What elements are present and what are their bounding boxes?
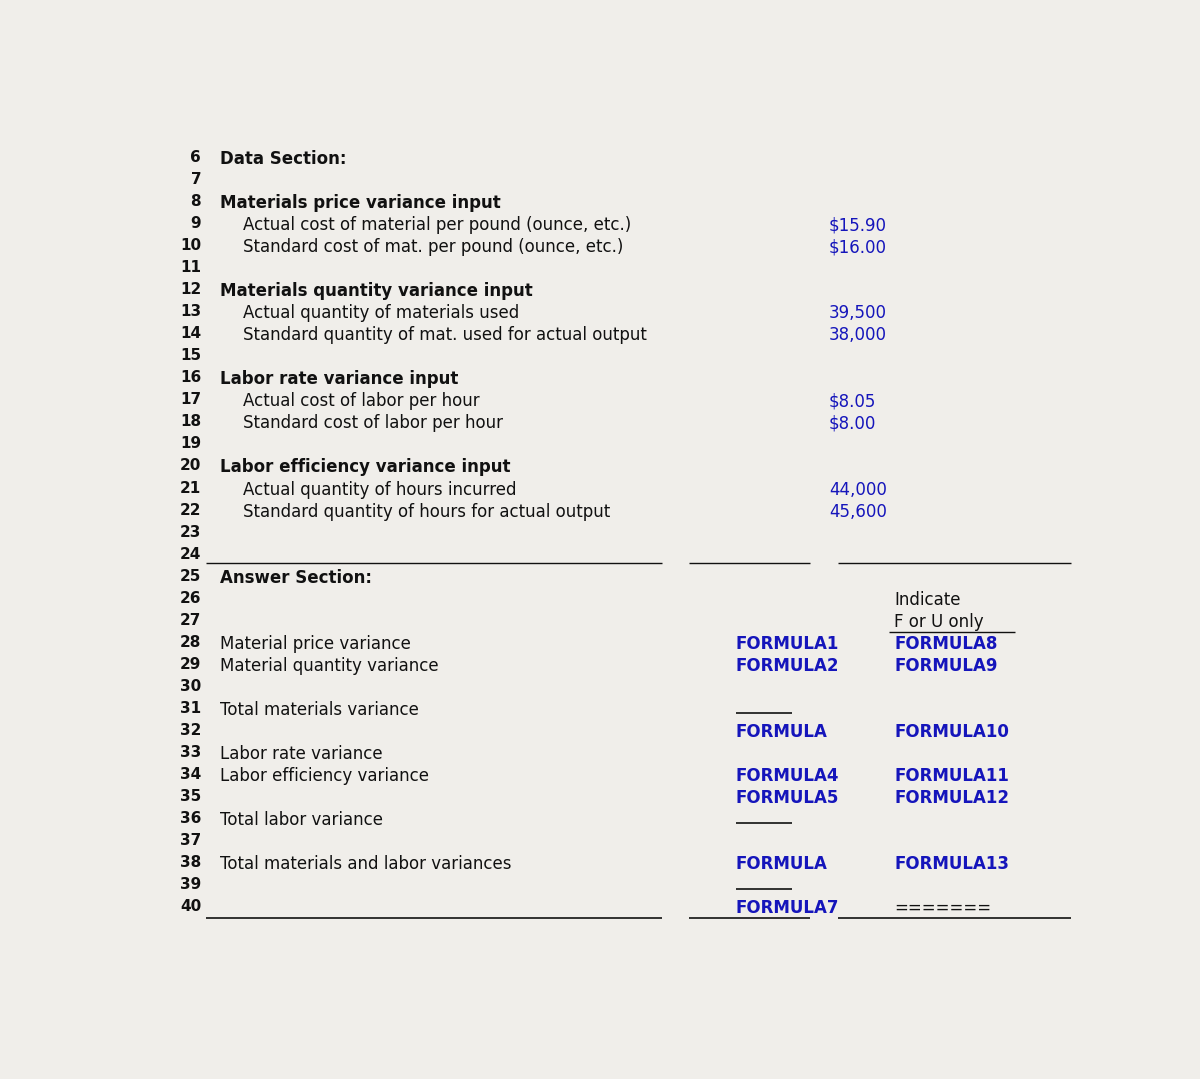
Text: Data Section:: Data Section: bbox=[220, 150, 347, 168]
Text: 9: 9 bbox=[191, 216, 202, 231]
Text: Material quantity variance: Material quantity variance bbox=[220, 657, 438, 674]
Text: Answer Section:: Answer Section: bbox=[220, 569, 372, 587]
Text: 33: 33 bbox=[180, 745, 202, 760]
Text: 40: 40 bbox=[180, 899, 202, 914]
Text: Actual cost of labor per hour: Actual cost of labor per hour bbox=[242, 393, 480, 410]
Text: 7: 7 bbox=[191, 173, 202, 188]
Text: FORMULA9: FORMULA9 bbox=[894, 657, 997, 674]
Text: 20: 20 bbox=[180, 459, 202, 474]
Text: 38: 38 bbox=[180, 855, 202, 870]
Text: 38,000: 38,000 bbox=[829, 326, 887, 344]
Text: 23: 23 bbox=[180, 524, 202, 540]
Text: FORMULA4: FORMULA4 bbox=[736, 767, 840, 784]
Text: 25: 25 bbox=[180, 569, 202, 584]
Text: FORMULA11: FORMULA11 bbox=[894, 767, 1009, 784]
Text: $8.05: $8.05 bbox=[829, 393, 876, 410]
Text: 8: 8 bbox=[191, 194, 202, 209]
Text: Material price variance: Material price variance bbox=[220, 634, 410, 653]
Text: Standard quantity of hours for actual output: Standard quantity of hours for actual ou… bbox=[242, 503, 611, 520]
Text: 35: 35 bbox=[180, 789, 202, 804]
Text: 22: 22 bbox=[180, 503, 202, 518]
Text: FORMULA2: FORMULA2 bbox=[736, 657, 840, 674]
Text: Materials quantity variance input: Materials quantity variance input bbox=[220, 283, 533, 300]
Text: 11: 11 bbox=[180, 260, 202, 275]
Text: 36: 36 bbox=[180, 810, 202, 825]
Text: 45,600: 45,600 bbox=[829, 503, 887, 520]
Text: FORMULA5: FORMULA5 bbox=[736, 789, 839, 807]
Text: =======: ======= bbox=[894, 899, 991, 917]
Text: $16.00: $16.00 bbox=[829, 238, 887, 257]
Text: Total materials and labor variances: Total materials and labor variances bbox=[220, 855, 511, 873]
Text: 26: 26 bbox=[180, 590, 202, 605]
Text: Standard cost of mat. per pound (ounce, etc.): Standard cost of mat. per pound (ounce, … bbox=[242, 238, 623, 257]
Text: Labor efficiency variance: Labor efficiency variance bbox=[220, 767, 428, 784]
Text: 19: 19 bbox=[180, 437, 202, 451]
Text: FORMULA1: FORMULA1 bbox=[736, 634, 839, 653]
Text: 31: 31 bbox=[180, 700, 202, 715]
Text: 21: 21 bbox=[180, 480, 202, 495]
Text: Actual cost of material per pound (ounce, etc.): Actual cost of material per pound (ounce… bbox=[242, 216, 631, 234]
Text: 29: 29 bbox=[180, 657, 202, 671]
Text: 39,500: 39,500 bbox=[829, 304, 887, 323]
Text: FORMULA12: FORMULA12 bbox=[894, 789, 1009, 807]
Text: 32: 32 bbox=[180, 723, 202, 738]
Text: 15: 15 bbox=[180, 349, 202, 364]
Text: 14: 14 bbox=[180, 326, 202, 341]
Text: FORMULA: FORMULA bbox=[736, 855, 828, 873]
Text: Total labor variance: Total labor variance bbox=[220, 810, 383, 829]
Text: 39: 39 bbox=[180, 877, 202, 892]
Text: 12: 12 bbox=[180, 283, 202, 298]
Text: 24: 24 bbox=[180, 547, 202, 561]
Text: 13: 13 bbox=[180, 304, 202, 319]
Text: Standard quantity of mat. used for actual output: Standard quantity of mat. used for actua… bbox=[242, 326, 647, 344]
Text: $8.00: $8.00 bbox=[829, 414, 876, 433]
Text: 34: 34 bbox=[180, 767, 202, 781]
Text: 10: 10 bbox=[180, 238, 202, 254]
Text: 17: 17 bbox=[180, 393, 202, 408]
Text: 6: 6 bbox=[191, 150, 202, 165]
Text: $15.90: $15.90 bbox=[829, 216, 887, 234]
Text: FORMULA13: FORMULA13 bbox=[894, 855, 1009, 873]
Text: FORMULA7: FORMULA7 bbox=[736, 899, 840, 917]
Text: 30: 30 bbox=[180, 679, 202, 694]
Text: Materials price variance input: Materials price variance input bbox=[220, 194, 500, 213]
Text: Labor rate variance input: Labor rate variance input bbox=[220, 370, 458, 388]
Text: 37: 37 bbox=[180, 833, 202, 848]
Text: 16: 16 bbox=[180, 370, 202, 385]
Text: FORMULA: FORMULA bbox=[736, 723, 828, 740]
Text: 44,000: 44,000 bbox=[829, 480, 887, 498]
Text: FORMULA8: FORMULA8 bbox=[894, 634, 997, 653]
Text: Total materials variance: Total materials variance bbox=[220, 700, 419, 719]
Text: Standard cost of labor per hour: Standard cost of labor per hour bbox=[242, 414, 503, 433]
Text: Indicate: Indicate bbox=[894, 590, 960, 609]
Text: Labor efficiency variance input: Labor efficiency variance input bbox=[220, 459, 510, 477]
Text: F or U only: F or U only bbox=[894, 613, 984, 630]
Text: Actual quantity of hours incurred: Actual quantity of hours incurred bbox=[242, 480, 516, 498]
Text: 28: 28 bbox=[180, 634, 202, 650]
Text: 18: 18 bbox=[180, 414, 202, 429]
Text: 27: 27 bbox=[180, 613, 202, 628]
Text: FORMULA10: FORMULA10 bbox=[894, 723, 1009, 740]
Text: Actual quantity of materials used: Actual quantity of materials used bbox=[242, 304, 520, 323]
Text: Labor rate variance: Labor rate variance bbox=[220, 745, 383, 763]
